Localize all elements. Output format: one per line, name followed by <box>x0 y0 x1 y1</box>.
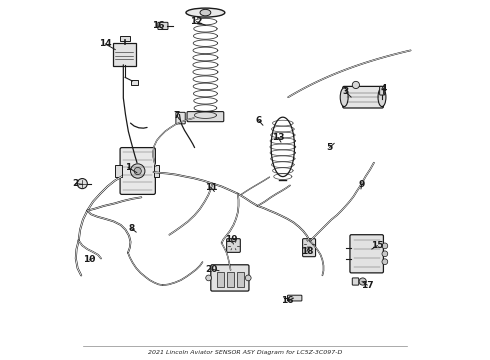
Text: 6: 6 <box>256 116 262 125</box>
Text: 2: 2 <box>73 179 79 188</box>
FancyBboxPatch shape <box>113 43 136 66</box>
FancyBboxPatch shape <box>288 295 302 301</box>
FancyBboxPatch shape <box>227 239 240 252</box>
FancyBboxPatch shape <box>380 86 385 95</box>
FancyBboxPatch shape <box>350 235 383 273</box>
Text: 2021 Lincoln Aviator SENSOR ASY Diagram for LC5Z-3C097-D: 2021 Lincoln Aviator SENSOR ASY Diagram … <box>148 350 342 355</box>
Text: 7: 7 <box>173 111 180 120</box>
Circle shape <box>382 251 388 257</box>
Text: 12: 12 <box>190 17 203 26</box>
Text: 10: 10 <box>83 256 96 264</box>
FancyBboxPatch shape <box>343 86 383 108</box>
Ellipse shape <box>340 88 348 107</box>
Text: 14: 14 <box>99 40 112 49</box>
Circle shape <box>359 278 367 285</box>
Text: 17: 17 <box>361 281 374 289</box>
Ellipse shape <box>378 88 386 107</box>
Text: 1: 1 <box>125 163 131 172</box>
Circle shape <box>206 275 212 281</box>
Text: 15: 15 <box>371 241 384 250</box>
Ellipse shape <box>200 9 211 16</box>
Text: 19: 19 <box>225 235 238 244</box>
Bar <box>217 272 224 287</box>
Bar <box>121 36 130 41</box>
Bar <box>227 272 234 287</box>
Text: 11: 11 <box>204 183 217 192</box>
Ellipse shape <box>186 8 225 17</box>
Bar <box>116 165 122 177</box>
FancyBboxPatch shape <box>211 265 249 291</box>
FancyBboxPatch shape <box>187 112 224 122</box>
Bar <box>153 165 159 177</box>
Text: 13: 13 <box>272 133 284 142</box>
FancyBboxPatch shape <box>158 22 168 30</box>
Text: 5: 5 <box>326 143 333 152</box>
Text: 20: 20 <box>206 265 218 274</box>
FancyBboxPatch shape <box>120 148 155 194</box>
Circle shape <box>130 164 145 178</box>
FancyBboxPatch shape <box>352 278 359 285</box>
Text: 18: 18 <box>301 247 313 256</box>
Circle shape <box>77 179 87 189</box>
Text: 9: 9 <box>359 180 365 189</box>
Text: 3: 3 <box>343 87 349 96</box>
Circle shape <box>134 167 141 175</box>
Text: 16: 16 <box>151 21 164 30</box>
Circle shape <box>382 259 388 265</box>
Text: 8: 8 <box>128 224 135 233</box>
Circle shape <box>245 275 251 281</box>
Bar <box>237 272 244 287</box>
Circle shape <box>352 81 360 89</box>
FancyBboxPatch shape <box>176 112 185 124</box>
Text: 4: 4 <box>380 84 387 93</box>
FancyBboxPatch shape <box>303 239 316 257</box>
Text: 16: 16 <box>281 296 294 305</box>
Circle shape <box>382 243 388 249</box>
Bar <box>130 80 138 85</box>
